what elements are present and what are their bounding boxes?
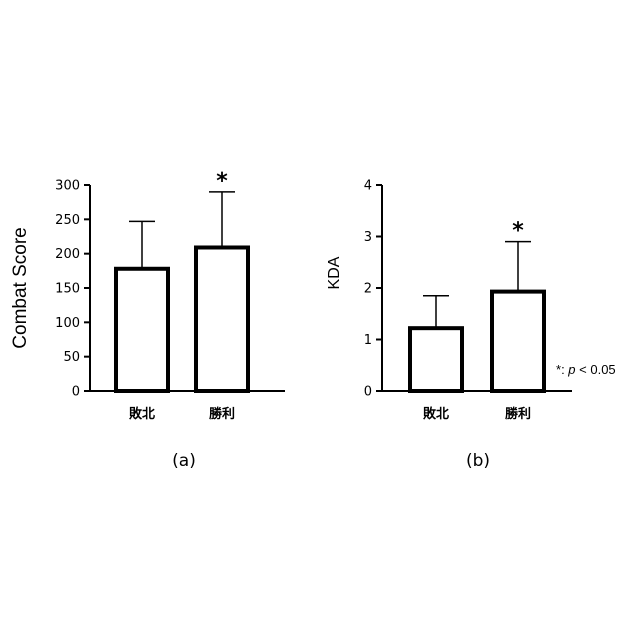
panel-a-bar <box>194 245 250 393</box>
panel-b-ytick-label: 0 <box>364 385 372 400</box>
panel-b: 0 1 2 3 4 敗北 勝利 * KDA (b) <box>326 179 572 471</box>
panel-a-label: (a) <box>172 451 196 471</box>
panel-a-ytick-label: 0 <box>72 385 80 400</box>
panel-a: 0 50 100 150 200 250 300 敗北 勝利 * Combat Score (a… <box>10 169 285 471</box>
panel-b-label: (b) <box>466 451 490 471</box>
panel-a-ytick-label: 300 <box>55 179 80 194</box>
panel-b-category-label: 勝利 <box>505 406 531 422</box>
panel-a-bar <box>114 266 170 394</box>
panel-b-ytick-label: 3 <box>364 230 372 245</box>
panel-a-y-ticks: 0 50 100 150 200 250 300 <box>55 179 90 400</box>
panel-a-bars: 敗北 勝利 * <box>114 169 250 422</box>
panel-a-ytick-label: 50 <box>63 350 80 365</box>
panel-a-category-label: 勝利 <box>209 406 235 422</box>
panel-b-ytick-label: 1 <box>364 333 372 348</box>
panel-b-significance-marker: * <box>512 219 524 244</box>
panel-b-y-ticks: 0 1 2 3 4 <box>364 179 382 400</box>
panel-b-ytick-label: 4 <box>364 179 372 194</box>
panel-b-bar <box>408 326 464 394</box>
panel-b-y-axis-label: KDA <box>326 256 343 289</box>
note-star: * <box>556 362 561 377</box>
panel-a-ytick-label: 200 <box>55 247 80 262</box>
panel-a-y-axis-label: Combat Score <box>10 227 31 348</box>
panel-a-ytick-label: 100 <box>55 316 80 331</box>
note-rest: < 0.05 <box>576 362 616 377</box>
panel-a-category-label: 敗北 <box>129 406 155 422</box>
panel-b-bar <box>490 289 546 394</box>
panel-b-ytick-label: 2 <box>364 282 372 297</box>
panel-a-ytick-label: 150 <box>55 282 80 297</box>
significance-note: *: p < 0.05 <box>556 362 616 377</box>
panel-a-ytick-label: 250 <box>55 213 80 228</box>
panel-b-bars: 敗北 勝利 * <box>408 219 546 422</box>
panel-b-category-label: 敗北 <box>423 406 449 422</box>
panel-a-significance-marker: * <box>216 169 228 194</box>
note-p: p <box>567 362 575 377</box>
note-colon: : <box>561 362 568 377</box>
